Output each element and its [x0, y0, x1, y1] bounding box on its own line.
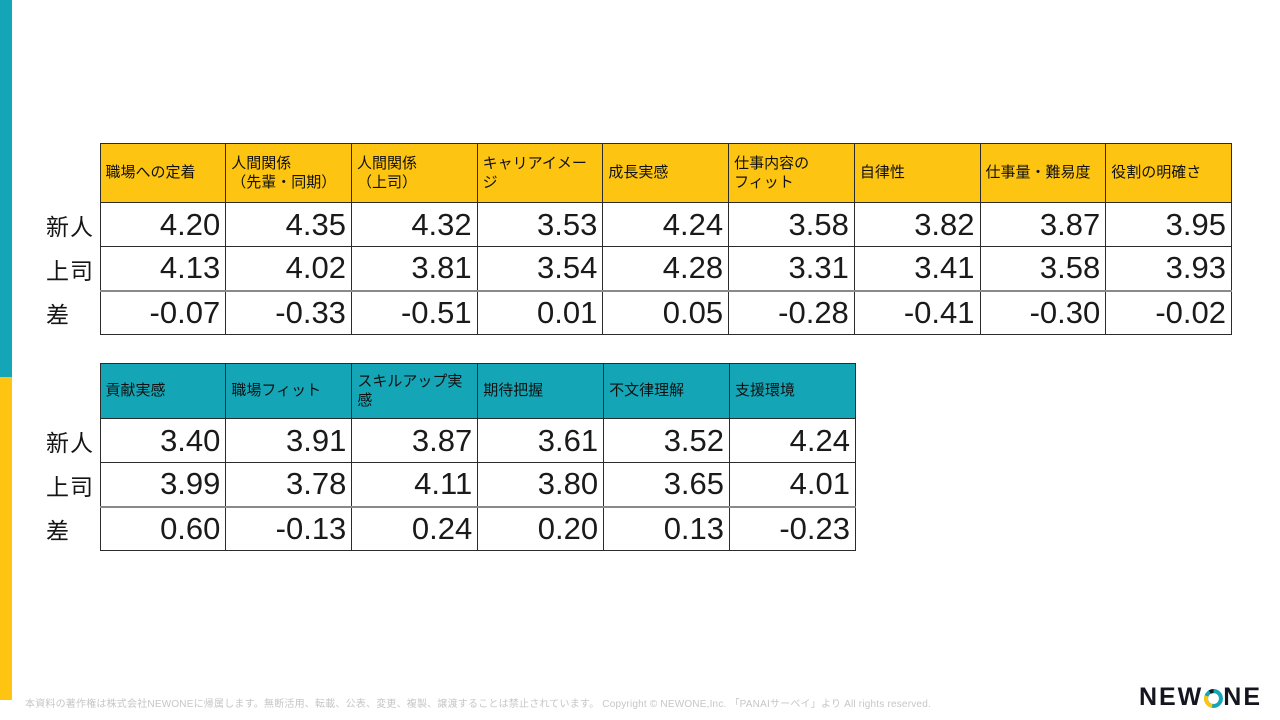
score-cell: 3.82 — [853, 202, 981, 247]
column-header: キャリアイメージ — [476, 143, 604, 203]
column-header: 自律性 — [853, 143, 981, 203]
score-cell: 4.11 — [351, 462, 479, 507]
table-row: 差 -0.07 -0.33 -0.51 0.01 0.05 -0.28 -0.41 -0.30-… — [44, 289, 1232, 335]
score-cell: 3.99 — [99, 462, 227, 507]
score-cell: 3.58 — [728, 202, 855, 247]
table-row: 新人 4.20 4.35 4.32 3.53 4.24 3.58 3.82 3.87 3.95 — [44, 202, 1232, 247]
score-cell: 3.65 — [603, 462, 731, 507]
score-cell: 0.05 — [602, 289, 730, 335]
score-cell: -0.41 — [853, 289, 981, 335]
copyright-text: 本資料の著作権は株式会社NEWONEに帰属します。無断活用、転載、公表、変更、複… — [25, 699, 931, 710]
score-cell: -0.07 — [99, 289, 227, 335]
score-cell: -0.23 — [729, 505, 856, 551]
score-cell: 4.24 — [602, 202, 730, 247]
score-cell: 3.53 — [476, 202, 604, 247]
left-accent-bar-teal — [0, 0, 12, 377]
score-cell: 0.13 — [603, 505, 731, 551]
score-cell: 3.58 — [979, 246, 1107, 291]
newone-logo: NEW NE — [1139, 683, 1262, 712]
column-header: 成長実感 — [602, 143, 730, 203]
column-header: 不文律理解 — [603, 363, 731, 419]
left-accent-bar-yellow — [0, 377, 12, 700]
score-cell: 4.13 — [99, 246, 227, 291]
table-corner-spacer — [44, 144, 100, 203]
column-header: 職場への定着 — [99, 143, 227, 203]
logo-o-ring-icon — [1204, 688, 1224, 708]
score-cell: 3.81 — [350, 246, 478, 291]
score-cell: 0.24 — [351, 505, 479, 551]
score-cell: 3.95 — [1105, 202, 1232, 247]
table-corner-spacer — [44, 364, 100, 419]
column-header: 貢献実感 — [99, 363, 227, 419]
score-cell: 3.93 — [1105, 246, 1232, 291]
score-cell: 4.02 — [225, 246, 352, 291]
score-cell: 3.61 — [477, 418, 605, 463]
score-cell: 4.20 — [99, 202, 227, 247]
score-cell: 4.24 — [729, 418, 856, 463]
score-cell: -0.28 — [728, 289, 855, 335]
score-table-upper: 職場への定着 人間関係 （先輩・同期） 人間関係 （上司） キャリアイメージ 成長実感仕… — [44, 143, 1232, 335]
score-cell: 3.80 — [477, 462, 605, 507]
score-cell: 0.60 — [99, 505, 227, 551]
score-cell: -0.33 — [225, 289, 352, 335]
score-cell: 3.31 — [728, 246, 855, 291]
score-cell: 3.40 — [99, 418, 227, 463]
row-label: 新人 — [46, 213, 94, 240]
score-cell: 3.41 — [853, 246, 981, 291]
score-cell: 3.87 — [979, 202, 1107, 247]
column-header: 役割の明確さ — [1105, 143, 1232, 203]
score-cell: 3.78 — [225, 462, 353, 507]
column-header: 人間関係 （上司） — [350, 143, 478, 203]
score-cell: 4.32 — [350, 202, 478, 247]
row-label: 差 — [46, 301, 70, 328]
score-cell: 3.91 — [225, 418, 353, 463]
score-table-lower: 貢献実感 職場フィット スキルアップ実感 期待把握 不文律理解 支援環境 新人 3.40 3.9… — [44, 363, 856, 551]
score-cell: -0.30 — [979, 289, 1107, 335]
logo-text-post: NE — [1223, 683, 1262, 711]
score-cell: -0.13 — [225, 505, 353, 551]
row-label: 差 — [46, 517, 70, 544]
score-cell: 4.28 — [602, 246, 730, 291]
column-header: スキルアップ実感 — [351, 363, 479, 419]
score-cell: 3.52 — [603, 418, 731, 463]
score-cell: 4.01 — [729, 462, 856, 507]
table-row: 新人 3.40 3.91 3.87 3.61 3.52 4.24 — [44, 418, 856, 463]
score-cell: 3.87 — [351, 418, 479, 463]
column-header: 支援環境 — [729, 363, 856, 419]
row-label: 上司 — [46, 257, 94, 284]
column-header: 仕事量・難易度 — [979, 143, 1107, 203]
score-cell: 0.01 — [476, 289, 604, 335]
score-cell: -0.51 — [350, 289, 478, 335]
row-label: 新人 — [46, 429, 94, 456]
table-row: 差 0.60 -0.13 0.24 0.20 0.13 -0.23 — [44, 505, 856, 551]
table-row: 上司 4.13 4.02 3.81 3.54 4.28 3.31 3.41 3.58 3.93 — [44, 246, 1232, 291]
column-header: 仕事内容の フィット — [728, 143, 855, 203]
column-header: 期待把握 — [477, 363, 605, 419]
table-row: 上司 3.99 3.78 4.11 3.80 3.65 4.01 — [44, 462, 856, 507]
score-cell: 0.20 — [477, 505, 605, 551]
column-header: 職場フィット — [225, 363, 353, 419]
score-cell: 4.35 — [225, 202, 352, 247]
score-cell: -0.02 — [1105, 289, 1232, 335]
score-cell: 3.54 — [476, 246, 604, 291]
logo-text-pre: NEW — [1138, 683, 1204, 711]
column-header: 人間関係 （先輩・同期） — [225, 143, 352, 203]
row-label: 上司 — [46, 473, 94, 500]
